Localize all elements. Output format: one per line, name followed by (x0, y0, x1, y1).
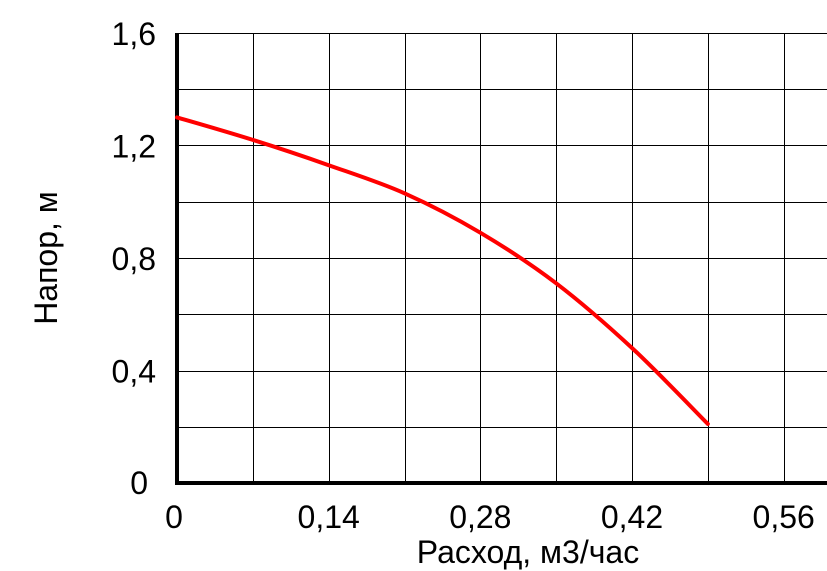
series-line (175, 115, 710, 426)
x-tick-label: 0 (165, 499, 183, 535)
series-layer (175, 115, 710, 426)
y-tick-label: 1,6 (112, 16, 156, 52)
x-tick-label: 0,28 (449, 499, 511, 535)
y-axis-title: Напор, м (28, 191, 64, 325)
x-tick-labels: 0 0,14 0,28 0,42 0,56 (165, 499, 815, 535)
x-tick-label: 0,42 (601, 499, 663, 535)
y-tick-label: 0,4 (112, 354, 156, 390)
y-tick-labels: 0 0,4 0,8 1,2 1,6 (112, 16, 156, 501)
axes (175, 33, 827, 485)
grid (177, 33, 827, 483)
x-axis-title: Расход, м3/час (417, 534, 639, 570)
y-tick-label: 1,2 (112, 129, 156, 165)
x-tick-label: 0,56 (753, 499, 815, 535)
y-tick-label: 0 (130, 465, 148, 501)
y-tick-label: 0,8 (112, 241, 156, 277)
x-tick-label: 0,14 (298, 499, 360, 535)
